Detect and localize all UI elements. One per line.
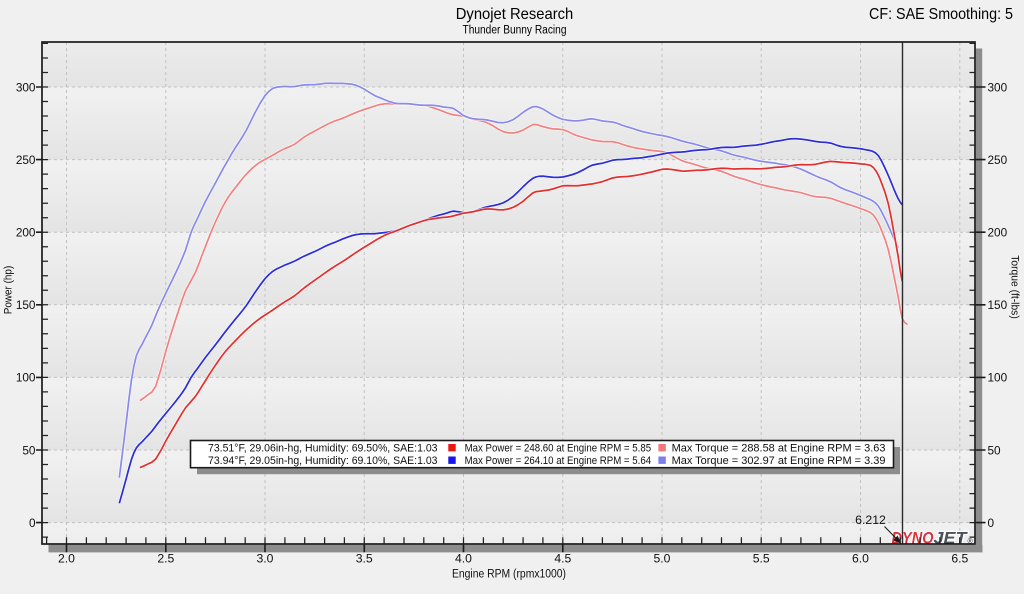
svg-text:2.0: 2.0	[58, 552, 75, 566]
svg-text:6.212: 6.212	[855, 513, 886, 527]
svg-text:Engine RPM (rpmx1000): Engine RPM (rpmx1000)	[452, 569, 566, 581]
svg-text:200: 200	[16, 226, 36, 240]
svg-text:0: 0	[29, 516, 36, 530]
svg-text:73.51°F, 29.06in-hg, Humidity:: 73.51°F, 29.06in-hg, Humidity: 69.50%, S…	[208, 443, 438, 455]
svg-text:50: 50	[988, 443, 1002, 457]
svg-text:100: 100	[16, 371, 36, 385]
svg-text:Torque (ft-lbs): Torque (ft-lbs)	[1009, 255, 1021, 319]
svg-text:150: 150	[988, 298, 1008, 312]
svg-text:4.5: 4.5	[554, 552, 571, 566]
svg-text:100: 100	[988, 371, 1008, 385]
svg-text:5.5: 5.5	[753, 552, 770, 566]
svg-text:3.0: 3.0	[257, 552, 274, 566]
svg-text:5.0: 5.0	[654, 552, 671, 566]
svg-text:250: 250	[16, 153, 36, 167]
svg-text:6.5: 6.5	[951, 552, 968, 566]
svg-text:Max Power = 264.10 at Engine R: Max Power = 264.10 at Engine RPM = 5.64	[465, 455, 651, 467]
svg-text:Max Torque = 288.58 at Engine: Max Torque = 288.58 at Engine RPM = 3.63	[672, 443, 886, 455]
svg-text:73.94°F, 29.05in-hg, Humidity:: 73.94°F, 29.05in-hg, Humidity: 69.10%, S…	[208, 455, 438, 467]
svg-text:300: 300	[16, 80, 36, 94]
svg-text:3.5: 3.5	[356, 552, 373, 566]
svg-text:6.0: 6.0	[852, 552, 869, 566]
svg-text:CF: SAE Smoothing: 5: CF: SAE Smoothing: 5	[869, 6, 1013, 23]
svg-text:50: 50	[22, 443, 36, 457]
svg-text:Power (hp): Power (hp)	[3, 266, 15, 315]
svg-text:Thunder Bunny Racing: Thunder Bunny Racing	[463, 25, 567, 37]
svg-text:200: 200	[988, 226, 1008, 240]
svg-text:0: 0	[988, 516, 995, 530]
svg-text:Max Power = 248.60 at Engine R: Max Power = 248.60 at Engine RPM = 5.85	[465, 443, 651, 455]
svg-text:2.5: 2.5	[157, 552, 174, 566]
svg-text:300: 300	[988, 80, 1008, 94]
svg-text:®: ®	[968, 538, 974, 546]
svg-text:250: 250	[988, 153, 1008, 167]
svg-text:Dynojet Research: Dynojet Research	[456, 6, 574, 23]
svg-text:4.0: 4.0	[455, 552, 472, 566]
svg-text:Max Torque = 302.97 at Engine: Max Torque = 302.97 at Engine RPM = 3.39	[672, 455, 886, 467]
svg-text:150: 150	[16, 298, 36, 312]
